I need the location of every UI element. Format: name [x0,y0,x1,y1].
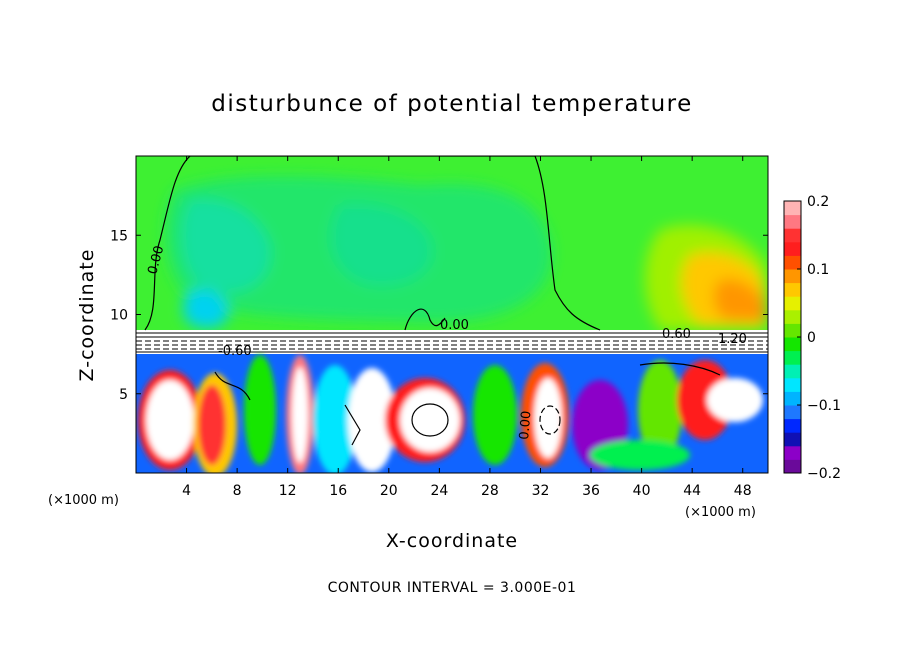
x-tick-label: 48 [734,483,752,499]
colorbar-swatch [784,323,801,338]
y-tick-label: 5 [119,387,128,403]
y-tick-label: 10 [110,308,128,324]
colorbar-swatch [784,391,801,406]
lower-layer-cells [138,355,763,473]
contour-label: 0.00 [440,318,469,333]
colorbar-swatch [784,405,801,420]
colorbar-swatch [784,296,801,311]
colorbar-swatch [784,228,801,243]
y-tick-label: 15 [110,228,128,244]
contour-lines [144,156,721,446]
colorbar-tick-label: 0.2 [807,194,829,210]
y-axis-title: Z-coordinate [76,249,98,382]
chart-title: disturbunce of potential temperature [211,91,693,117]
contour-labels: 0.00 0.00 0.00 -0.60 0.60 1.20 [145,244,747,440]
colorbar-swatch [784,255,801,270]
colorbar-swatch [784,459,801,474]
colorbar-swatch [784,241,801,256]
colorbar-swatch [784,377,801,392]
x-tick-label: 32 [532,483,550,499]
x-tick-label: 20 [380,483,398,499]
transition-layer [136,330,768,354]
contour-label: 1.20 [718,332,747,347]
contour-label: 0.60 [662,327,691,342]
colorbar-swatch [784,350,801,365]
colorbar-swatch [784,269,801,284]
x-tick-label: 16 [329,483,347,499]
colorbar-swatch [784,201,801,216]
transition-contour-lines [136,332,768,353]
contour-label: 0.00 [145,244,167,276]
colorbar: 0.2 0.1 0 −0.1 −0.2 [783,194,841,482]
y-axis: 5 10 15 [110,228,768,403]
x-tick-label: 4 [182,483,191,499]
colorbar-swatch [784,418,801,433]
x-tick-label: 24 [430,483,448,499]
colorbar-swatch [784,282,801,297]
colorbar-tick-label: −0.1 [807,398,841,414]
x-tick-label: 12 [279,483,297,499]
colorbar-swatch [784,214,801,229]
x-tick-label: 36 [582,483,600,499]
x-axis-unit-right: (×1000 m) [685,505,756,520]
colorbar-tick-label: 0 [807,330,816,346]
x-tick-label: 44 [683,483,701,499]
colorbar-tick-label: 0.1 [807,262,829,278]
colorbar-swatch [784,432,801,447]
upper-layer-anomalies [165,176,766,330]
x-axis-unit-left: (×1000 m) [48,493,119,508]
colorbar-swatch [784,337,801,352]
colorbar-swatch [784,309,801,324]
x-axis-title: X-coordinate [386,530,518,552]
colorbar-swatch [784,364,801,379]
x-tick-label: 28 [481,483,499,499]
colorbar-swatch [784,445,801,460]
x-tick-label: 8 [233,483,242,499]
x-tick-label: 40 [633,483,651,499]
x-axis: 4 8 12 16 20 24 28 32 36 40 44 48 [182,156,752,499]
colorbar-tick-label: −0.2 [807,466,841,482]
contour-label: 0.00 [517,410,534,440]
heatmap-field [136,156,768,473]
contour-label: -0.60 [218,344,252,359]
contour-interval-note: CONTOUR INTERVAL = 3.000E-01 [328,580,577,596]
